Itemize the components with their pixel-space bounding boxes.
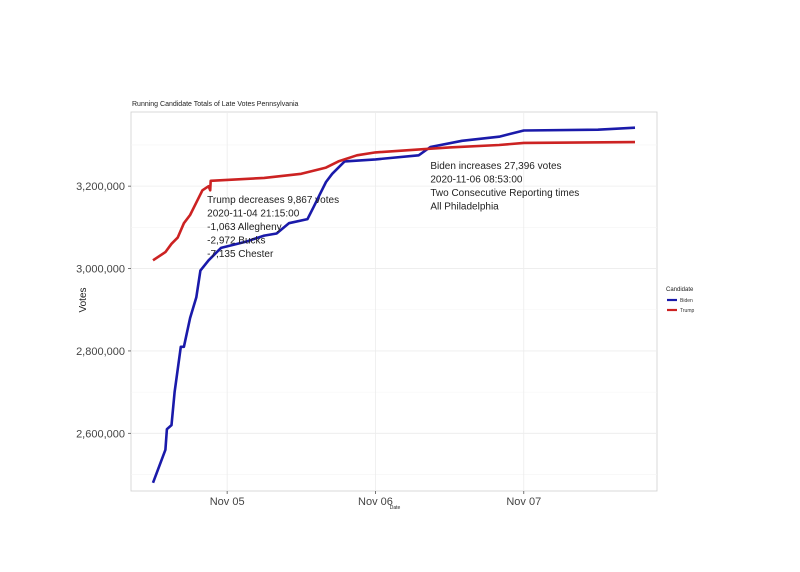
legend: Candidate Biden Trump [666,287,694,314]
series-line-biden [151,126,636,484]
x-tick-label: Nov 05 [210,496,245,508]
x-tick-label: Nov 06 [358,496,393,508]
plot-panel [130,111,658,492]
annotation-2-line: Two Consecutive Reporting times [430,188,579,199]
annotation-2-line: Biden increases 27,396 votes [430,161,561,172]
legend-title: Candidate [666,287,694,293]
chart-title: Running Candidate Totals of Late Votes P… [132,101,299,108]
legend-label-trump: Trump [680,308,694,314]
x-axis-title: Date [390,505,401,511]
series-lines [151,126,636,484]
annotation-1-line: -2,972 Bucks [207,236,265,247]
annotation-1-line: -1,063 Allegheny [207,222,282,233]
annotation-1-line: Trump decreases 9,867 votes [207,195,339,206]
annotation-2-line: All Philadelphia [430,202,499,213]
annotation-1-line: -7,135 Chester [207,249,274,260]
annotation-1-line: 2020-11-04 21:15:00 [207,209,300,220]
grid [131,112,657,491]
annotations: Trump decreases 9,867 votes 2020-11-04 21… [207,161,579,260]
y-axis-ticks: 2,600,000 2,800,000 3,000,000 3,200,000 [76,181,131,440]
y-tick-label: 2,800,000 [76,346,125,358]
x-axis-ticks: Nov 05 Nov 06 Nov 07 [210,491,541,508]
y-tick-label: 3,000,000 [76,264,125,276]
y-axis-title: Votes [78,287,89,312]
x-tick-label: Nov 07 [506,496,541,508]
series-line-trump [152,140,636,262]
annotation-2-line: 2020-11-06 08:53:00 [430,175,523,186]
legend-label-biden: Biden [680,298,693,304]
y-tick-label: 3,200,000 [76,181,125,193]
y-tick-label: 2,600,000 [76,428,125,440]
